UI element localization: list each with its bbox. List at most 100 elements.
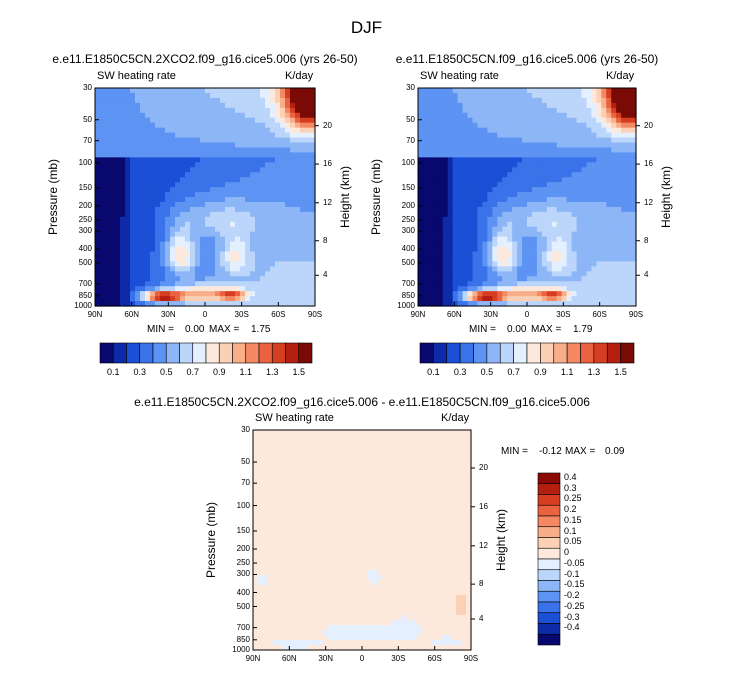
- heatmap-cell: [220, 157, 226, 163]
- heatmap-cell: [195, 261, 201, 267]
- heatmap-cell: [145, 137, 151, 144]
- heatmap-cell: [220, 88, 226, 94]
- heatmap-cell: [305, 192, 311, 198]
- heatmap-cell: [432, 162, 439, 168]
- heatmap-cell: [462, 112, 469, 119]
- heatmap-cell: [120, 192, 126, 198]
- heatmap-cell: [342, 525, 348, 531]
- heatmap-cell: [277, 545, 284, 551]
- heatmap-cell: [120, 271, 126, 277]
- heatmap-cell: [566, 206, 573, 213]
- heatmap-cell: [300, 172, 306, 178]
- heatmap-cell: [327, 570, 333, 576]
- heatmap-cell: [155, 216, 161, 223]
- heatmap-cell: [317, 610, 323, 616]
- heatmap-cell: [255, 231, 261, 238]
- heatmap-cell: [130, 157, 136, 163]
- heatmap-cell: [255, 167, 261, 173]
- heatmap-cell: [611, 211, 617, 218]
- heatmap-cell: [265, 301, 271, 307]
- heatmap-cell: [245, 192, 251, 198]
- heatmap-cell: [442, 122, 449, 129]
- heatmap-cell: [581, 142, 588, 149]
- heatmap-cell: [100, 112, 106, 119]
- heatmap-cell: [292, 450, 299, 456]
- heatmap-cell: [357, 500, 363, 506]
- heatmap-cell: [418, 187, 424, 193]
- heatmap-cell: [322, 480, 328, 486]
- heatmap-cell: [155, 147, 161, 153]
- heatmap-cell: [327, 550, 333, 556]
- heatmap-cell: [190, 137, 196, 144]
- heatmap-cell: [253, 550, 259, 556]
- heatmap-cell: [452, 137, 459, 144]
- heatmap-cell: [235, 147, 241, 153]
- heatmap-cell: [571, 301, 578, 307]
- heatmap-cell: [502, 122, 508, 129]
- heatmap-cell: [170, 206, 176, 213]
- heatmap-cell: [512, 92, 518, 99]
- heatmap-cell: [275, 147, 281, 153]
- heatmap-cell: [477, 251, 483, 258]
- heatmap-cell: [240, 246, 246, 253]
- heatmap-cell: [272, 555, 279, 561]
- heatmap-cell: [561, 152, 568, 158]
- heatmap-cell: [292, 615, 299, 621]
- heatmap-cell: [457, 177, 464, 183]
- heatmap-cell: [322, 645, 328, 651]
- heatmap-cell: [272, 600, 279, 606]
- heatmap-cell: [561, 192, 568, 198]
- heatmap-cell: [502, 301, 508, 307]
- heatmap-cell: [531, 226, 538, 233]
- y-tick-label: 150: [78, 183, 92, 193]
- heatmap-cell: [160, 266, 166, 272]
- heatmap-cell: [601, 92, 607, 99]
- heatmap-cell: [462, 246, 469, 253]
- heatmap-cell: [566, 132, 573, 139]
- heatmap-cell: [305, 221, 311, 228]
- heatmap-cell: [170, 137, 176, 144]
- heatmap-cell: [621, 197, 627, 203]
- heatmap-cell: [240, 271, 246, 277]
- heatmap-cell: [611, 137, 617, 144]
- heatmap-cell: [497, 266, 503, 272]
- heatmap-cell: [115, 177, 121, 183]
- heatmap-cell: [581, 281, 588, 287]
- colorbar-swatch: [499, 342, 514, 364]
- heatmap-cell: [195, 286, 201, 292]
- heatmap-cell: [270, 197, 276, 203]
- heatmap-cell: [120, 281, 126, 287]
- heatmap-cell: [502, 187, 508, 193]
- heatmap-cell: [220, 246, 226, 253]
- heatmap-cell: [536, 132, 543, 139]
- heatmap-cell: [277, 555, 284, 561]
- heatmap-cell: [140, 236, 146, 243]
- heatmap-cell: [437, 201, 444, 208]
- heatmap-cell: [546, 88, 553, 94]
- heatmap-cell: [536, 92, 543, 99]
- heatmap-cell: [536, 137, 543, 144]
- heatmap-cell: [290, 236, 296, 243]
- heatmap-cell: [300, 211, 306, 218]
- heatmap-cell: [437, 281, 444, 287]
- heatmap-cell: [531, 206, 538, 213]
- heatmap-cell: [447, 142, 454, 149]
- heatmap-cell: [300, 137, 306, 144]
- heatmap-cell: [307, 450, 314, 456]
- heatmap-cell: [180, 122, 186, 129]
- heatmap-cell: [310, 276, 316, 282]
- heatmap-cell: [551, 147, 558, 153]
- heatmap-cell: [487, 142, 493, 149]
- heatmap-cell: [512, 291, 518, 297]
- heatmap-cell: [155, 291, 161, 297]
- heatmap-cell: [611, 117, 617, 124]
- heatmap-cell: [312, 525, 318, 531]
- heatmap-cell: [170, 127, 176, 134]
- heatmap-cell: [145, 112, 151, 119]
- heatmap-cell: [432, 211, 439, 218]
- heatmap-cell: [427, 102, 434, 109]
- heatmap-cell: [302, 530, 309, 536]
- heatmap-cell: [277, 485, 284, 491]
- heatmap-cell: [305, 117, 311, 124]
- heatmap-cell: [175, 102, 181, 109]
